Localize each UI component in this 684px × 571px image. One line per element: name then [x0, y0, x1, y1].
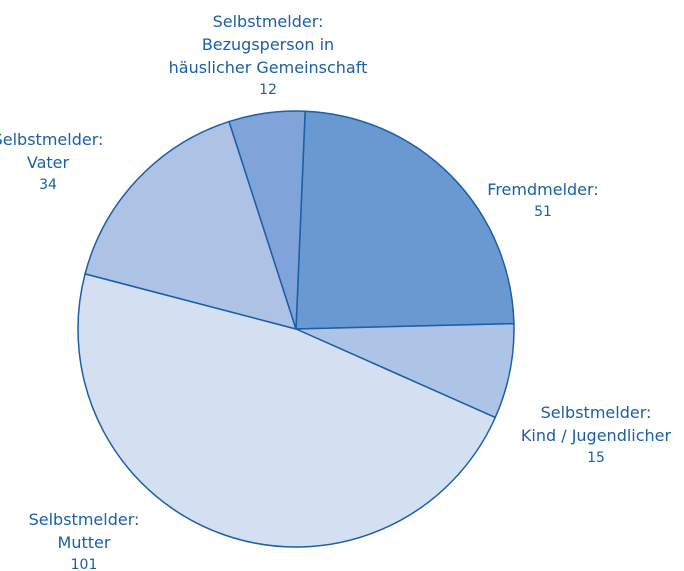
pie-slice — [295, 110, 515, 330]
pie-slice — [77, 272, 497, 548]
pie-slice — [228, 110, 306, 330]
slice-value: 12 — [259, 82, 277, 98]
slice-value: 101 — [71, 557, 98, 571]
pie-slice — [84, 120, 298, 331]
slice-label: Selbstmelder: Kind / Jugendlicher — [521, 403, 672, 445]
slice-value: 51 — [534, 204, 552, 220]
slice-label: Selbstmelder: Mutter — [29, 510, 140, 552]
slice-label: Selbstmelder: Vater — [0, 130, 103, 172]
slice-label: Fremdmelder: — [487, 180, 598, 199]
slice-value: 34 — [39, 177, 57, 193]
slice-value: 15 — [587, 450, 605, 466]
slice-label: Selbstmelder: Bezugsperson in häuslicher G… — [169, 12, 368, 77]
